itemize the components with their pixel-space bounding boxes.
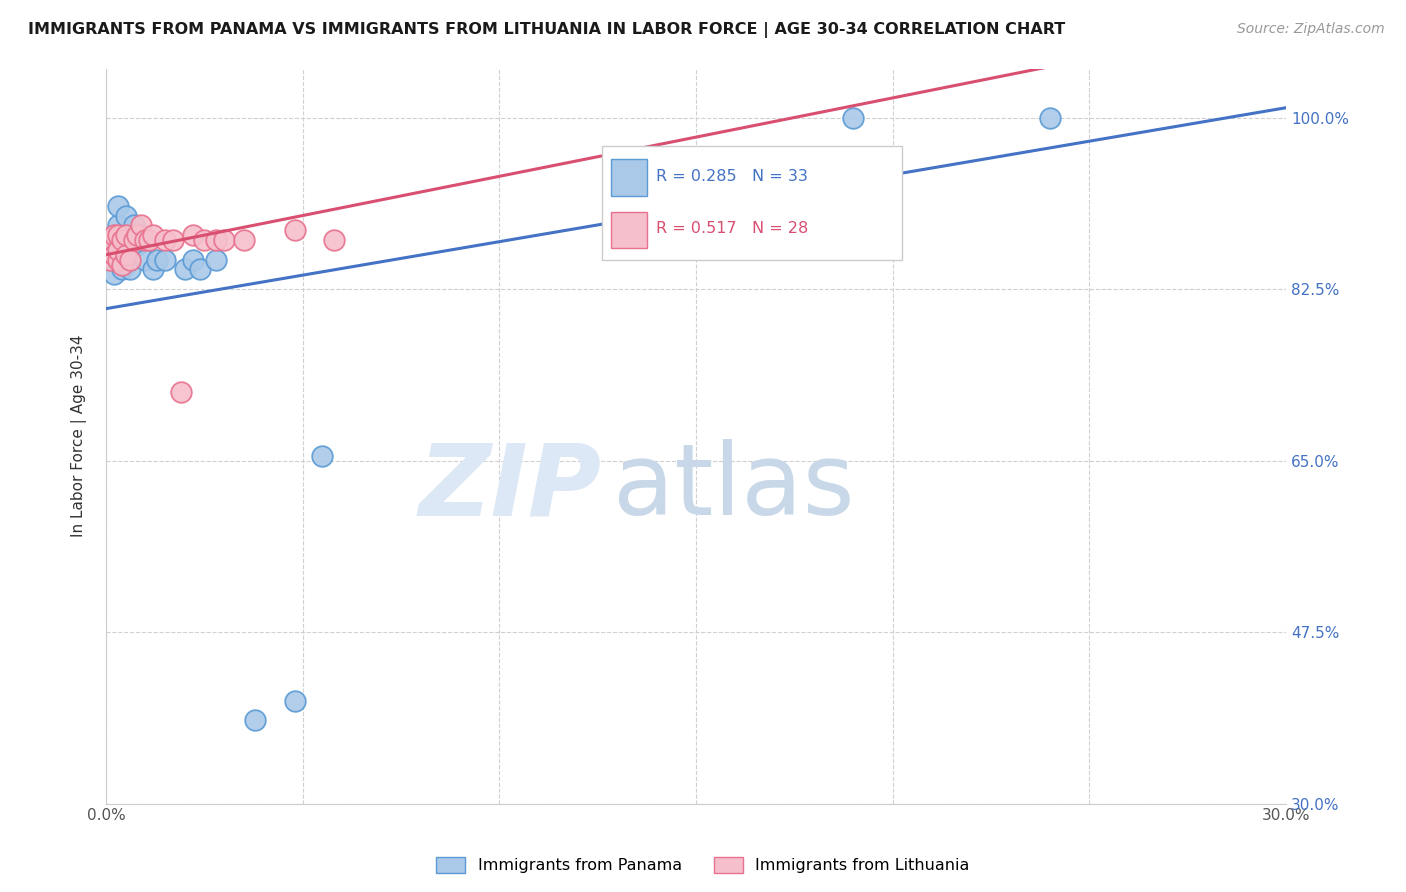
Point	[107, 219, 129, 233]
Point	[107, 228, 129, 243]
Point	[245, 714, 267, 728]
Point	[127, 238, 149, 252]
Point	[153, 233, 176, 247]
Point	[170, 384, 193, 399]
Point	[98, 238, 121, 252]
Point	[311, 449, 333, 463]
Point	[114, 258, 136, 272]
Point	[98, 252, 121, 267]
Point	[162, 233, 184, 247]
Point	[118, 262, 141, 277]
Point	[127, 228, 149, 243]
Point	[118, 252, 141, 267]
Y-axis label: In Labor Force | Age 30-34: In Labor Force | Age 30-34	[72, 334, 87, 537]
Point	[103, 268, 125, 282]
Point	[107, 243, 129, 257]
Point	[122, 219, 145, 233]
Legend: Immigrants from Panama, Immigrants from Lithuania: Immigrants from Panama, Immigrants from …	[430, 850, 976, 880]
Point	[107, 199, 129, 213]
Point	[205, 233, 228, 247]
Point	[107, 252, 129, 267]
Point	[131, 228, 153, 243]
Point	[118, 238, 141, 252]
Point	[111, 228, 134, 243]
Point	[103, 248, 125, 262]
Point	[131, 219, 153, 233]
Text: atlas: atlas	[613, 439, 855, 536]
Point	[142, 228, 165, 243]
Point	[107, 238, 129, 252]
Point	[111, 258, 134, 272]
Point	[134, 233, 156, 247]
Point	[114, 209, 136, 223]
Point	[284, 694, 307, 708]
Point	[103, 228, 125, 243]
Point	[98, 252, 121, 267]
Point	[103, 248, 125, 262]
Point	[103, 228, 125, 243]
Point	[232, 233, 254, 247]
Point	[284, 223, 307, 237]
Point	[212, 233, 235, 247]
Point	[114, 238, 136, 252]
Point	[142, 262, 165, 277]
Point	[190, 262, 212, 277]
Point	[842, 111, 865, 125]
Point	[205, 252, 228, 267]
Point	[114, 228, 136, 243]
Point	[173, 262, 195, 277]
Point	[1039, 111, 1062, 125]
Point	[134, 252, 156, 267]
Text: Source: ZipAtlas.com: Source: ZipAtlas.com	[1237, 22, 1385, 37]
Point	[111, 233, 134, 247]
Point	[138, 233, 160, 247]
Point	[111, 262, 134, 277]
Text: ZIP: ZIP	[419, 439, 602, 536]
Point	[193, 233, 215, 247]
Point	[107, 252, 129, 267]
Point	[98, 233, 121, 247]
Text: IMMIGRANTS FROM PANAMA VS IMMIGRANTS FROM LITHUANIA IN LABOR FORCE | AGE 30-34 C: IMMIGRANTS FROM PANAMA VS IMMIGRANTS FRO…	[28, 22, 1066, 38]
Point	[114, 248, 136, 262]
Point	[181, 252, 204, 267]
Point	[181, 228, 204, 243]
Point	[323, 233, 346, 247]
Point	[111, 248, 134, 262]
Point	[146, 252, 169, 267]
Point	[122, 233, 145, 247]
Point	[153, 252, 176, 267]
